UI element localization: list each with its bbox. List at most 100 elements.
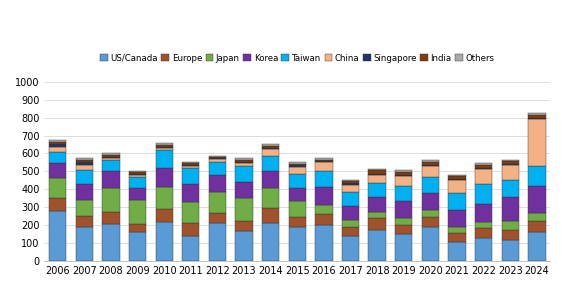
Bar [501, 164, 519, 165]
Bar [235, 231, 252, 261]
Bar [76, 227, 93, 261]
Bar [129, 171, 146, 172]
Bar [289, 167, 306, 174]
Bar [76, 165, 93, 170]
Bar [129, 174, 146, 175]
Bar [76, 158, 93, 160]
Bar [368, 197, 386, 212]
Bar [315, 161, 333, 162]
Bar [448, 176, 466, 180]
Bar [156, 187, 173, 209]
Bar [182, 163, 199, 165]
Bar [209, 156, 226, 157]
Bar [315, 205, 333, 214]
Bar [262, 146, 279, 148]
Bar [129, 175, 146, 177]
Bar [182, 162, 199, 163]
Bar [156, 222, 173, 261]
Bar [209, 162, 226, 175]
Bar [475, 204, 492, 222]
Bar [528, 113, 546, 115]
Bar [368, 218, 386, 230]
Bar [182, 184, 199, 202]
Bar [76, 200, 93, 216]
Bar [156, 150, 173, 168]
Bar [102, 188, 119, 212]
Bar [262, 149, 279, 156]
Bar [289, 227, 306, 261]
Bar [368, 175, 386, 183]
Bar [182, 236, 199, 261]
Bar [76, 160, 93, 162]
Legend: US/Canada, Europe, Japan, Korea, Taiwan, China, Singapore, India, Others: US/Canada, Europe, Japan, Korea, Taiwan,… [97, 50, 498, 66]
Bar [76, 184, 93, 200]
Bar [209, 175, 226, 192]
Bar [235, 158, 252, 160]
Bar [156, 145, 173, 147]
Bar [475, 165, 492, 168]
Bar [448, 242, 466, 261]
Bar [342, 180, 359, 181]
Bar [342, 183, 359, 185]
Bar [102, 157, 119, 158]
Bar [315, 225, 333, 261]
Bar [315, 162, 333, 171]
Bar [102, 224, 119, 261]
Bar [262, 208, 279, 223]
Bar [262, 171, 279, 188]
Bar [129, 189, 146, 200]
Bar [475, 163, 492, 165]
Bar [342, 192, 359, 205]
Bar [102, 160, 119, 171]
Bar [395, 175, 413, 176]
Bar [315, 159, 333, 161]
Bar [235, 221, 252, 231]
Bar [262, 188, 279, 208]
Bar [368, 183, 386, 197]
Bar [528, 232, 546, 261]
Bar [501, 221, 519, 230]
Bar [448, 193, 466, 210]
Bar [156, 168, 173, 187]
Bar [448, 175, 466, 176]
Bar [289, 162, 306, 164]
Bar [528, 166, 546, 186]
Bar [422, 160, 439, 162]
Bar [209, 157, 226, 159]
Bar [49, 163, 66, 178]
Bar [262, 223, 279, 261]
Bar [528, 118, 546, 119]
Bar [422, 210, 439, 217]
Bar [49, 142, 66, 143]
Bar [49, 140, 66, 142]
Bar [156, 209, 173, 222]
Bar [475, 228, 492, 238]
Bar [209, 192, 226, 213]
Bar [395, 186, 413, 201]
Bar [368, 230, 386, 261]
Bar [156, 147, 173, 148]
Bar [262, 144, 279, 146]
Bar [342, 236, 359, 261]
Bar [368, 173, 386, 175]
Bar [368, 212, 386, 218]
Bar [315, 187, 333, 205]
Bar [289, 201, 306, 217]
Bar [448, 210, 466, 227]
Bar [235, 166, 252, 182]
Bar [262, 148, 279, 149]
Bar [528, 221, 546, 232]
Bar [475, 168, 492, 169]
Bar [315, 171, 333, 187]
Bar [448, 233, 466, 242]
Bar [235, 160, 252, 162]
Bar [235, 182, 252, 198]
Bar [182, 168, 199, 184]
Bar [76, 170, 93, 184]
Bar [395, 176, 413, 186]
Bar [501, 197, 519, 221]
Bar [395, 172, 413, 175]
Bar [422, 227, 439, 261]
Bar [528, 213, 546, 221]
Bar [422, 217, 439, 227]
